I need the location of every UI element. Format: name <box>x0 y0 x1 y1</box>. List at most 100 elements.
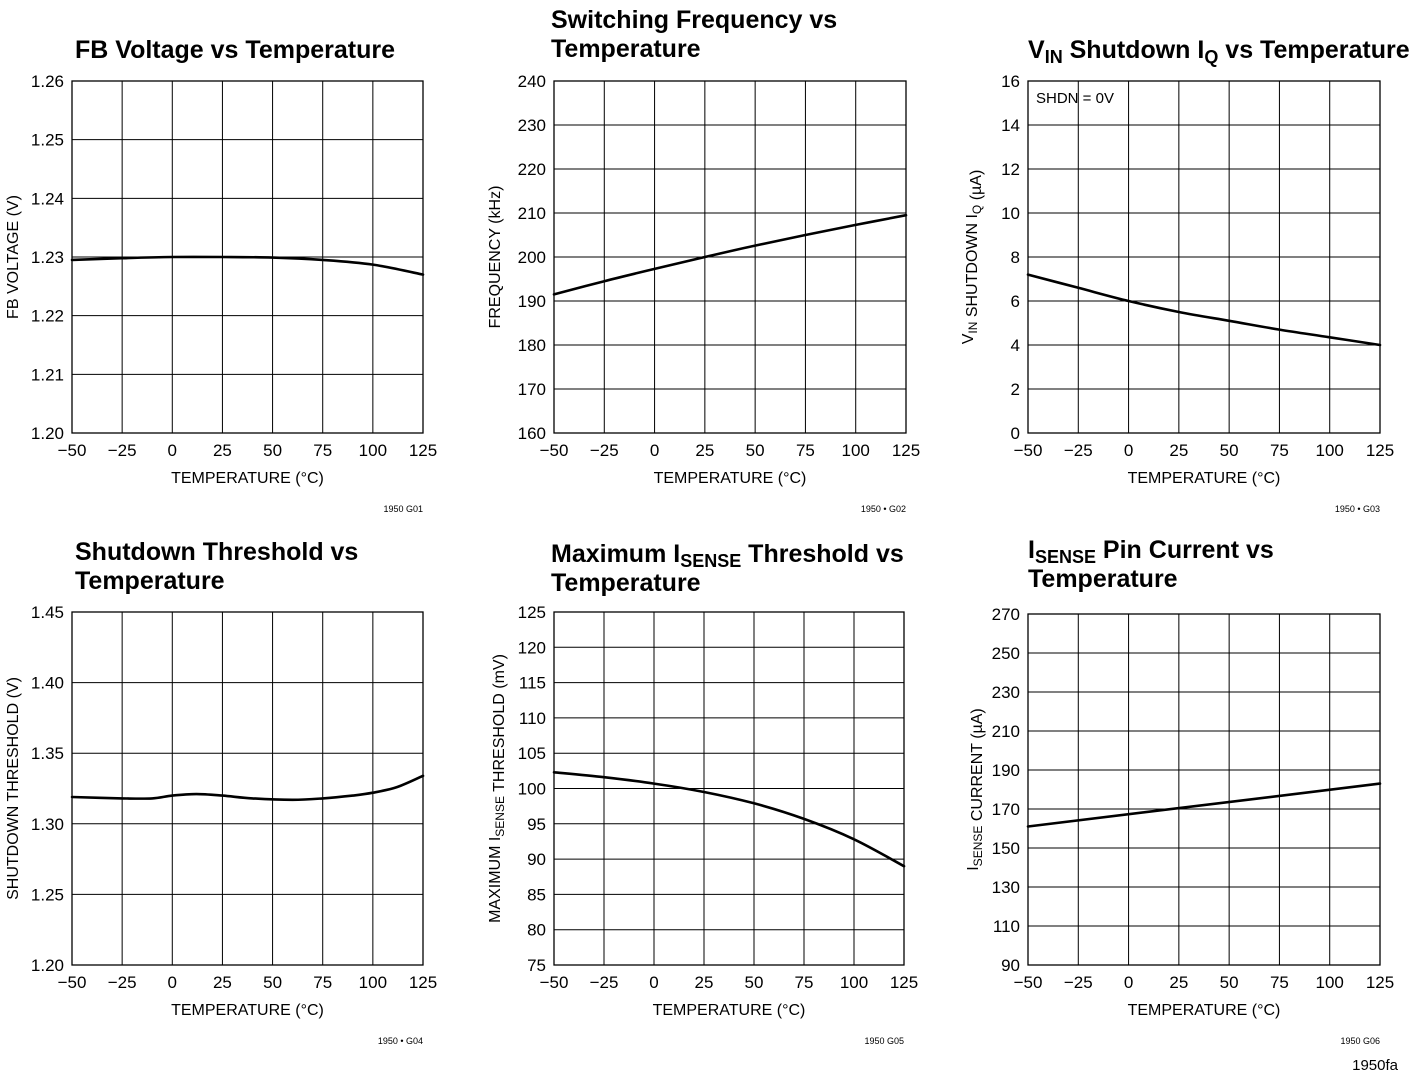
x-tick-label: 75 <box>796 441 815 460</box>
figure-id: 1950 G01 <box>383 504 423 514</box>
x-tick-label: −25 <box>108 973 137 992</box>
y-tick-label: 10 <box>1001 204 1020 223</box>
y-tick-label: 250 <box>992 644 1020 663</box>
x-tick-label: −50 <box>1014 973 1043 992</box>
y-axis-label: VIN SHUTDOWN IQ (µA) <box>960 170 985 345</box>
figure-id: 1950 • G03 <box>1335 504 1380 514</box>
y-tick-label: 115 <box>519 674 546 693</box>
x-tick-label: 25 <box>1169 441 1188 460</box>
y-axis-label: FREQUENCY (kHz) <box>487 186 504 329</box>
x-tick-label: 50 <box>746 441 765 460</box>
x-tick-label: 75 <box>1270 973 1289 992</box>
x-tick-label: 0 <box>649 973 658 992</box>
series-line <box>1026 273 1382 347</box>
x-tick-label: −50 <box>540 973 569 992</box>
y-tick-label: 130 <box>992 878 1020 897</box>
x-tick-label: 50 <box>263 441 282 460</box>
x-tick-label: 75 <box>313 441 332 460</box>
x-tick-label: 125 <box>1366 973 1394 992</box>
x-tick-label: −50 <box>1014 441 1043 460</box>
x-tick-label: 125 <box>890 973 918 992</box>
y-tick-label: 12 <box>1001 160 1020 179</box>
y-tick-label: 16 <box>1001 72 1020 91</box>
figure-id: 1950 • G04 <box>378 1036 423 1046</box>
x-tick-label: 100 <box>359 441 387 460</box>
y-tick-label: 1.26 <box>31 72 64 91</box>
y-tick-label: 170 <box>992 800 1020 819</box>
chart-title: FB Voltage vs Temperature <box>75 36 395 64</box>
y-tick-label: 4 <box>1011 336 1020 355</box>
x-tick-label: 100 <box>359 973 387 992</box>
x-tick-label: −50 <box>58 973 87 992</box>
chart-3: VIN Shutdown IQ vs Temperature −50 −25 0 25 5… <box>960 36 1410 514</box>
y-tick-label: 220 <box>518 160 546 179</box>
chart-4: Shutdown Threshold vs Temperature −50 −25 0 2… <box>5 538 437 1046</box>
y-axis-label: FB VOLTAGE (V) <box>5 195 22 319</box>
x-tick-label: −50 <box>540 441 569 460</box>
x-tick-label: 125 <box>1366 441 1394 460</box>
x-tick-label: −25 <box>108 441 137 460</box>
y-tick-label: 1.20 <box>31 424 64 443</box>
y-tick-label: 1.21 <box>31 365 64 384</box>
y-axis-label: MAXIMUM ISENSE THRESHOLD (mV) <box>487 654 508 923</box>
y-tick-label: 1.25 <box>31 131 64 150</box>
chart-title: Switching Frequency vs Temperature <box>551 6 837 63</box>
x-tick-label: 25 <box>213 973 232 992</box>
y-tick-label: 110 <box>519 709 546 728</box>
y-tick-label: 75 <box>527 956 546 975</box>
y-tick-label: 100 <box>518 780 546 799</box>
y-tick-label: 2 <box>1011 380 1020 399</box>
y-axis-label: SHUTDOWN THRESHOLD (V) <box>5 677 22 900</box>
chart-1: FB Voltage vs Temperature −50 −25 0 25 50 75 10… <box>5 36 437 514</box>
document-id: 1950fa <box>1352 1057 1399 1074</box>
y-tick-label: 160 <box>518 424 546 443</box>
x-tick-label: 50 <box>1220 441 1239 460</box>
y-tick-label: 0 <box>1011 424 1020 443</box>
x-axis-label: TEMPERATURE (°C) <box>171 470 324 487</box>
y-tick-label: 1.30 <box>31 815 64 834</box>
series-line <box>70 255 425 276</box>
chart-title: VIN Shutdown IQ vs Temperature <box>1028 36 1410 67</box>
x-tick-label: −25 <box>590 441 619 460</box>
y-tick-label: 1.24 <box>31 189 64 208</box>
y-tick-label: 210 <box>518 204 546 223</box>
x-tick-label: 25 <box>213 441 232 460</box>
y-tick-label: 1.22 <box>31 307 64 326</box>
x-tick-label: 25 <box>695 973 714 992</box>
y-tick-label: 230 <box>992 683 1020 702</box>
plot-frame <box>71 611 424 966</box>
y-tick-label: 190 <box>518 292 546 311</box>
y-tick-label: 105 <box>518 744 546 763</box>
x-tick-label: 25 <box>1169 973 1188 992</box>
y-tick-label: 85 <box>527 885 546 904</box>
x-tick-label: 0 <box>650 441 659 460</box>
chart-5: Maximum ISENSE Threshold vs Temperature −5… <box>487 540 918 1046</box>
chart-title: Maximum ISENSE Threshold vs Temperature <box>551 540 904 597</box>
plot-frame <box>71 80 424 434</box>
chart-title: Shutdown Threshold vs Temperature <box>75 538 358 595</box>
x-axis-label: TEMPERATURE (°C) <box>653 1002 806 1019</box>
y-tick-label: 230 <box>518 116 546 135</box>
y-tick-label: 90 <box>527 850 546 869</box>
y-tick-label: 270 <box>992 605 1020 624</box>
x-tick-label: 75 <box>1270 441 1289 460</box>
plot-frame <box>553 611 905 966</box>
y-tick-label: 125 <box>518 603 546 622</box>
chart-6: ISENSE Pin Current vs Temperature −50 −25 0 2… <box>965 536 1394 1046</box>
y-tick-label: 190 <box>992 761 1020 780</box>
x-tick-label: −25 <box>590 973 619 992</box>
y-tick-label: 170 <box>518 380 546 399</box>
x-tick-label: 25 <box>695 441 714 460</box>
y-tick-label: 1.20 <box>31 956 64 975</box>
x-axis-label: TEMPERATURE (°C) <box>1128 470 1281 487</box>
y-tick-label: 240 <box>518 72 546 91</box>
x-tick-label: 0 <box>168 441 177 460</box>
plot-frame <box>1027 80 1381 434</box>
y-tick-label: 8 <box>1011 248 1020 267</box>
series-line <box>70 774 425 802</box>
y-tick-label: 90 <box>1001 956 1020 975</box>
series-line <box>1026 782 1382 828</box>
chart-2: Switching Frequency vs Temperature −50 −25 0… <box>487 6 920 514</box>
y-tick-label: 1.45 <box>31 603 64 622</box>
y-tick-label: 120 <box>518 638 546 657</box>
